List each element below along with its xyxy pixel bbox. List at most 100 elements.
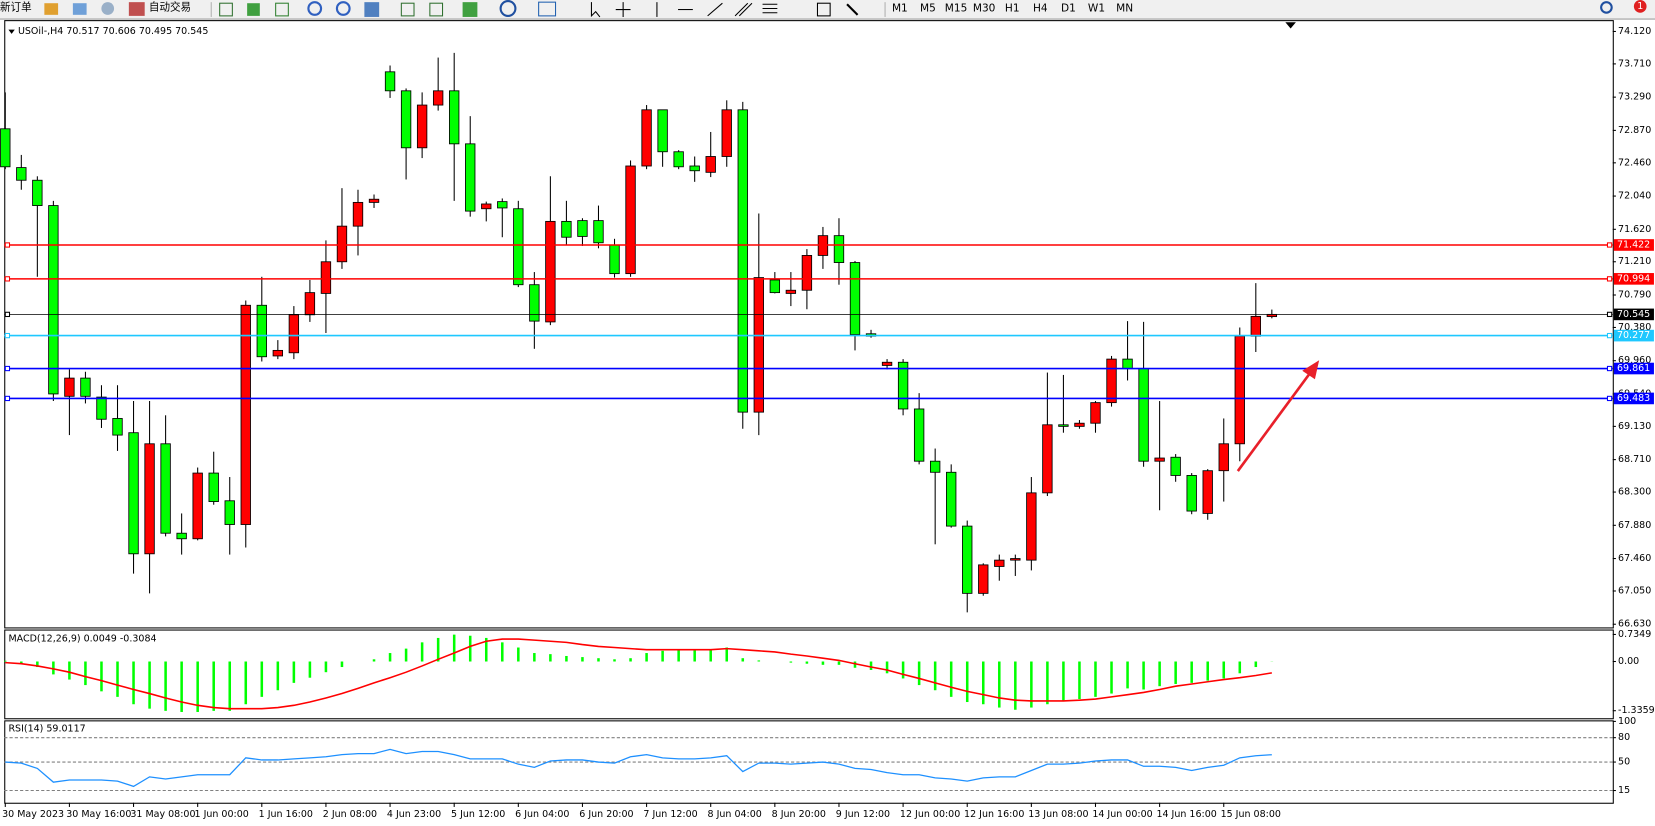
notification-badge[interactable] [1633,0,1647,13]
y-tick-label: 73.290 [1618,92,1651,103]
icon[interactable] [101,2,115,15]
timeframe-button[interactable]: H4 [1033,2,1048,14]
x-tick-label: 30 May 16:00 [66,809,131,820]
timeframe-button[interactable]: M1 [892,2,908,14]
y-tick-label: 72.870 [1618,125,1651,136]
icon[interactable] [44,3,59,15]
macd-bar [629,658,632,662]
macd-bar [501,642,504,662]
candle-body [1186,475,1197,512]
macd-bar [965,661,969,703]
macd-bar [1142,661,1145,690]
candle-body [1138,368,1149,462]
candle-body [609,244,620,275]
timeframe-button[interactable]: M15 [945,2,968,14]
icon[interactable] [364,2,380,17]
icon[interactable] [219,2,233,17]
macd-bar [645,653,648,662]
macd-bar [1110,661,1113,694]
y-tick-label: 72.460 [1618,157,1651,168]
zoom-out[interactable] [335,1,351,16]
candle-body [48,205,59,395]
macd-bar [1174,661,1177,684]
new-order-button[interactable]: 新订单 [0,0,32,13]
candle-body [304,292,316,316]
x-tick-label: 13 Jun 08:00 [1028,809,1088,820]
arrow-tool[interactable] [846,3,859,16]
candle-body [673,151,684,168]
candle-body [929,460,941,473]
icon[interactable] [462,2,478,17]
line-price-box [1613,308,1654,321]
icon[interactable] [499,0,517,17]
candle-body [1074,422,1085,427]
macd-bar [196,661,199,712]
crosshair-tool[interactable] [615,2,631,17]
line-handle [4,276,11,282]
line-price-label: 70.277 [1617,330,1650,341]
icon[interactable] [72,3,87,15]
line-handle [1606,242,1613,248]
label-tool[interactable] [816,2,831,17]
macd-bar [340,661,344,668]
macd-bar [821,661,825,665]
candle-body [336,225,348,263]
line-price-box [1613,239,1654,251]
timeframe-button[interactable]: M30 [973,2,996,14]
icon[interactable] [247,3,260,16]
macd-bar [4,660,7,662]
macd-bar [1206,661,1209,681]
line-price-box [1613,273,1654,285]
search[interactable] [1600,1,1613,14]
timeframe-button[interactable]: MN [1116,2,1133,14]
y-tick-label: 0.00 [1618,656,1639,667]
auto-trading-button[interactable]: 自动交易 [149,0,191,13]
y-tick-label: 71.620 [1618,224,1651,235]
icon[interactable] [429,2,444,17]
candle-body [705,156,716,173]
timeframe-button[interactable]: H1 [1005,2,1020,14]
candle-body [641,109,652,167]
timeframe-button[interactable]: D1 [1061,2,1076,14]
candle-body [224,500,235,525]
icon[interactable] [538,1,557,17]
y-tick-label: 72.040 [1618,191,1651,202]
indicator-title: MACD(12,26,9) 0.0049 -0.3084 [8,634,156,645]
candle-body [946,471,957,527]
macd-bar [180,661,183,712]
macd-bar [388,653,392,662]
y-tick-label: 70.790 [1618,289,1651,300]
candle-body [449,90,460,145]
timeframe-button[interactable]: M5 [920,2,936,14]
y-tick-label: 67.460 [1618,553,1651,564]
macd-bar [52,661,55,675]
auto-trading-icon[interactable] [128,2,145,16]
candle-body [978,564,989,594]
icon[interactable] [275,2,289,17]
macd-bar [116,661,119,697]
zoom-in[interactable] [307,1,323,16]
y-tick-label: 70.380 [1618,322,1651,333]
main-panel [4,20,1614,629]
line-price-box [1613,329,1654,342]
x-tick-label: 6 Jun 04:00 [515,809,569,820]
candle-body [208,472,219,502]
icon[interactable] [400,2,415,17]
macd-bar [933,661,937,691]
macd-bar [292,661,296,683]
y-tick-label: 100 [1618,716,1636,727]
cursor-tool[interactable] [590,2,601,18]
x-tick-label: 8 Jun 20:00 [772,809,826,820]
macd-bar [404,648,408,662]
macd-bar [372,659,376,662]
timeframe-button[interactable]: W1 [1088,2,1105,14]
trendline-tool[interactable] [707,2,723,17]
fibo-tool[interactable] [762,3,778,14]
x-tick-label: 2 Jun 08:00 [323,809,377,820]
candle-body [368,198,380,203]
candle-body [1042,424,1053,494]
channel-tool[interactable] [734,2,753,17]
candle-body [288,314,300,354]
